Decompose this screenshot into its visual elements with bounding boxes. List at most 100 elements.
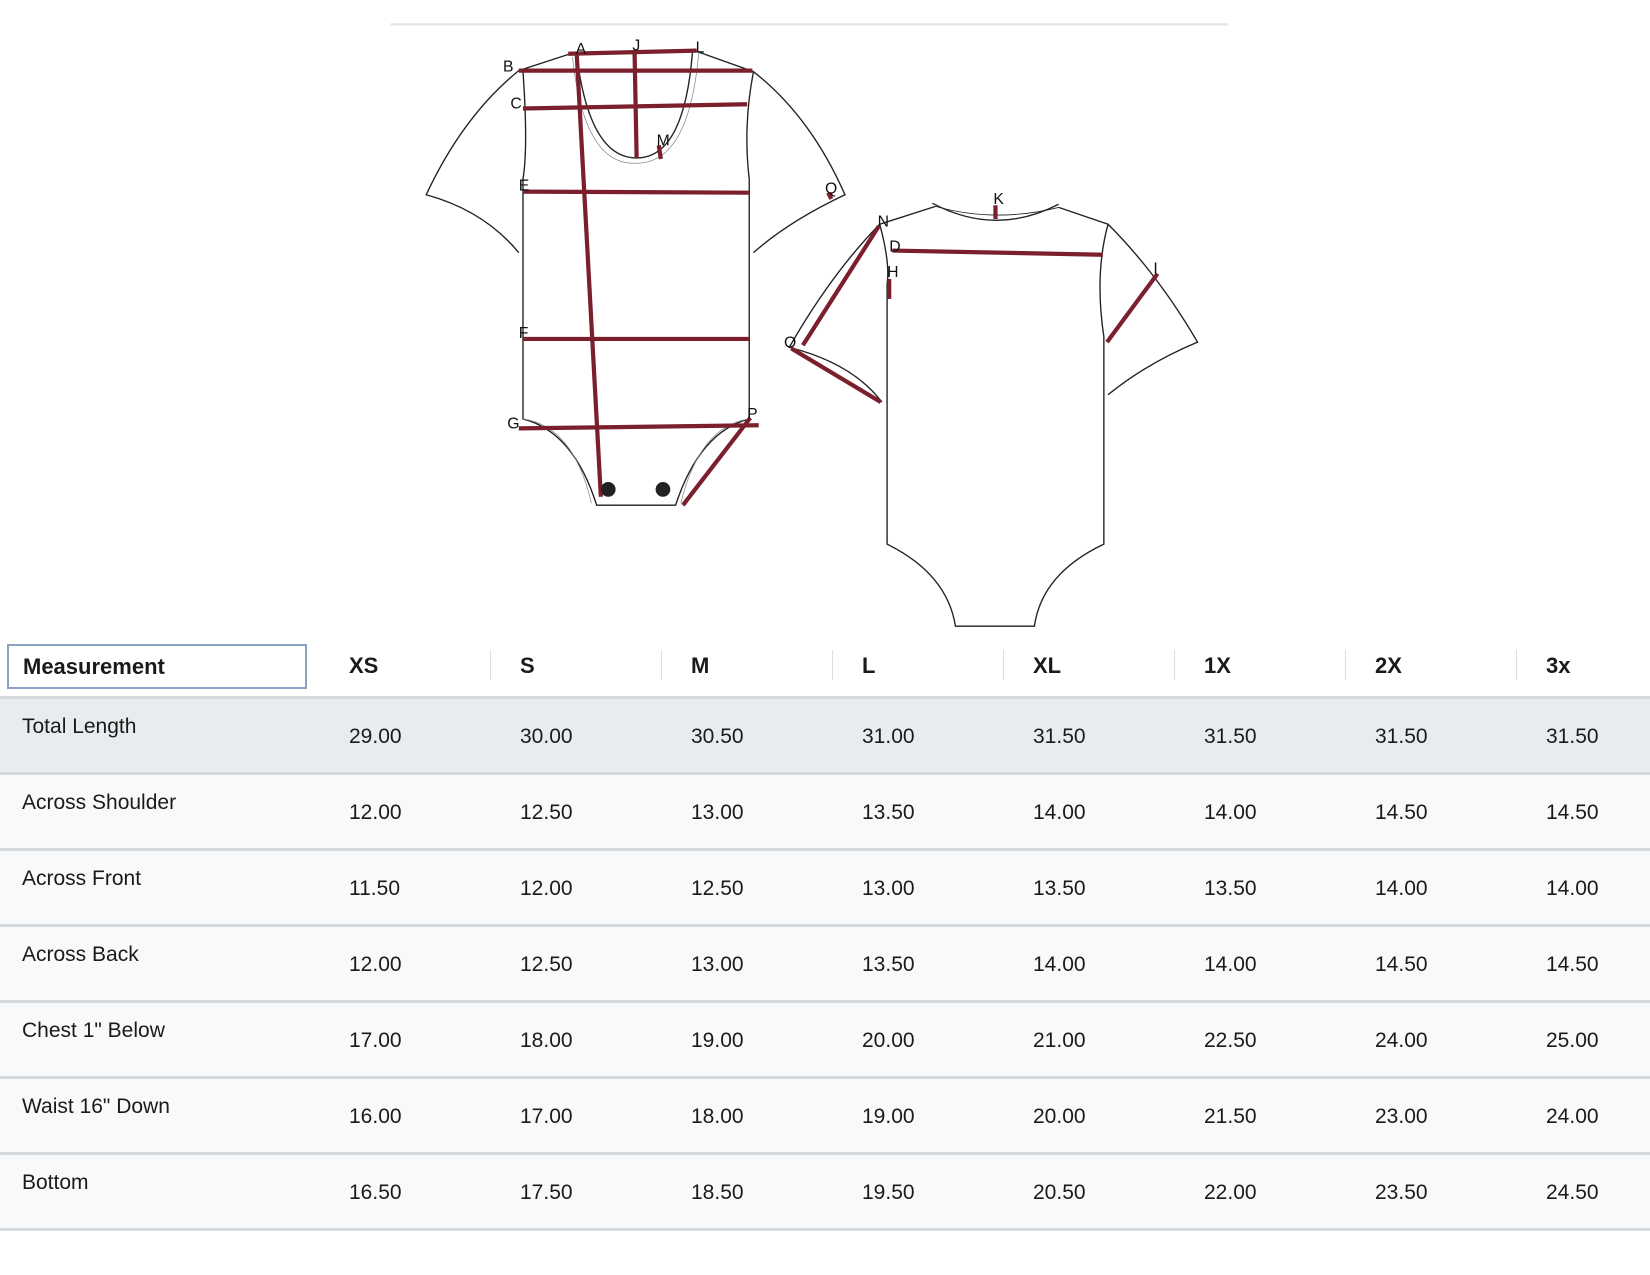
cell-value: 19.50 — [862, 1181, 915, 1204]
row-label: Waist 16" Down — [22, 1095, 170, 1118]
table-row: Across Shoulder 12.00 12.50 13.00 13.50 14.00… — [0, 775, 1650, 851]
header-l: L — [830, 644, 875, 688]
cell-value: 11.50 — [349, 877, 400, 900]
cell-value: 12.50 — [691, 877, 744, 900]
bodysuit-measurement-diagram: A J L B C M E F G P Q K N D H O I — [390, 23, 1229, 627]
cell-value: 12.50 — [520, 801, 573, 824]
cell-value: 20.00 — [862, 1029, 915, 1052]
svg-text:E: E — [519, 178, 530, 195]
svg-text:Q: Q — [825, 181, 837, 198]
cell-value: 14.00 — [1033, 801, 1086, 824]
measurement-point-labels: A J L B C M E F G P Q K N D H O I — [503, 38, 1158, 433]
cell-value: 13.50 — [1204, 877, 1257, 900]
svg-text:P: P — [747, 406, 758, 423]
cell-value: 13.00 — [862, 877, 915, 900]
cell-value: 20.50 — [1033, 1181, 1086, 1204]
cell-value: 17.50 — [520, 1181, 573, 1204]
cell-value: 22.00 — [1204, 1181, 1257, 1204]
svg-text:K: K — [993, 191, 1004, 208]
svg-text:N: N — [878, 213, 889, 230]
svg-text:J: J — [632, 38, 640, 55]
svg-text:O: O — [784, 334, 796, 351]
cell-value: 21.00 — [1033, 1029, 1086, 1052]
cell-value: 14.00 — [1546, 877, 1599, 900]
cell-value: 13.00 — [691, 953, 744, 976]
table-row: Bottom 16.50 17.50 18.50 19.50 20.50 22.00 23.5… — [0, 1155, 1650, 1231]
header-xs: XS — [349, 653, 379, 678]
snap-button-icon — [655, 482, 671, 497]
svg-text:G: G — [507, 415, 519, 432]
snap-button-icon — [600, 482, 616, 497]
cell-value: 24.00 — [1546, 1105, 1599, 1128]
cell-value: 13.50 — [862, 953, 915, 976]
cell-value: 30.00 — [520, 725, 573, 748]
cell-value: 16.00 — [349, 1105, 402, 1128]
cell-value: 31.50 — [1375, 725, 1428, 748]
svg-text:I: I — [1153, 261, 1157, 278]
cell-value: 31.50 — [1204, 725, 1257, 748]
svg-text:F: F — [519, 325, 529, 342]
cell-value: 20.00 — [1033, 1105, 1086, 1128]
svg-text:L: L — [696, 40, 705, 57]
cell-value: 23.00 — [1375, 1105, 1428, 1128]
cell-value: 13.00 — [691, 801, 744, 824]
row-label: Across Back — [22, 943, 139, 966]
header-3x: 3x — [1515, 644, 1570, 688]
header-xl: XL — [1002, 644, 1061, 688]
size-chart-table: Measurement XS S M L XL 1X 2X 3x Total L… — [0, 640, 1650, 1231]
cell-value: 14.00 — [1375, 877, 1428, 900]
cell-value: 13.50 — [862, 801, 915, 824]
cell-value: 12.00 — [349, 953, 402, 976]
svg-text:C: C — [510, 95, 521, 112]
cell-value: 14.50 — [1375, 801, 1428, 824]
cell-value: 17.00 — [349, 1029, 402, 1052]
cell-value: 12.50 — [520, 953, 573, 976]
back-view-measure-lines — [790, 205, 1160, 404]
cell-value: 12.00 — [520, 877, 573, 900]
header-m: M — [660, 644, 709, 688]
cell-value: 12.00 — [349, 801, 402, 824]
cell-value: 21.50 — [1204, 1105, 1257, 1128]
row-label: Across Front — [22, 867, 142, 890]
row-label: Bottom — [22, 1171, 89, 1194]
table-row: Waist 16" Down 16.00 17.00 18.00 19.00 20.00 2… — [0, 1079, 1650, 1155]
back-view-outline — [788, 202, 1199, 627]
cell-value: 24.50 — [1546, 1181, 1599, 1204]
cell-value: 14.50 — [1375, 953, 1428, 976]
header-2x: 2X — [1345, 644, 1402, 688]
cell-value: 18.00 — [691, 1105, 744, 1128]
cell-value: 13.50 — [1033, 877, 1086, 900]
cell-value: 14.50 — [1546, 953, 1599, 976]
cell-value: 23.50 — [1375, 1181, 1428, 1204]
cell-value: 17.00 — [520, 1105, 573, 1128]
cell-value: 31.50 — [1546, 725, 1599, 748]
table-row: Across Front 11.50 12.00 12.50 13.00 13.50 13.… — [0, 851, 1650, 927]
cell-value: 14.00 — [1033, 953, 1086, 976]
table-row: Chest 1" Below 17.00 18.00 19.00 20.00 21.00 2… — [0, 1003, 1650, 1079]
cell-value: 31.00 — [862, 725, 915, 748]
cell-value: 14.00 — [1204, 801, 1257, 824]
table-row: Total Length 29.00 30.00 30.50 31.00 31.50 31.… — [0, 699, 1650, 775]
cell-value: 18.00 — [520, 1029, 573, 1052]
front-view-measure-lines — [518, 48, 834, 507]
svg-text:D: D — [889, 239, 900, 256]
header-s: S — [490, 644, 535, 688]
header-1x: 1X — [1174, 644, 1231, 688]
row-label: Chest 1" Below — [22, 1019, 165, 1042]
cell-value: 29.00 — [349, 725, 402, 748]
svg-text:A: A — [576, 41, 587, 58]
svg-text:M: M — [657, 132, 670, 149]
svg-text:B: B — [503, 59, 514, 76]
cell-value: 16.50 — [349, 1181, 402, 1204]
cell-value: 22.50 — [1204, 1029, 1257, 1052]
svg-text:H: H — [887, 264, 898, 281]
cell-value: 24.00 — [1375, 1029, 1428, 1052]
cell-value: 19.00 — [691, 1029, 744, 1052]
header-measurement[interactable]: Measurement — [7, 644, 307, 689]
cell-value: 31.50 — [1033, 725, 1086, 748]
row-label: Total Length — [22, 715, 137, 738]
cell-value: 19.00 — [862, 1105, 915, 1128]
cell-value: 14.00 — [1204, 953, 1257, 976]
row-label: Across Shoulder — [22, 791, 177, 814]
cell-value: 25.00 — [1546, 1029, 1599, 1052]
